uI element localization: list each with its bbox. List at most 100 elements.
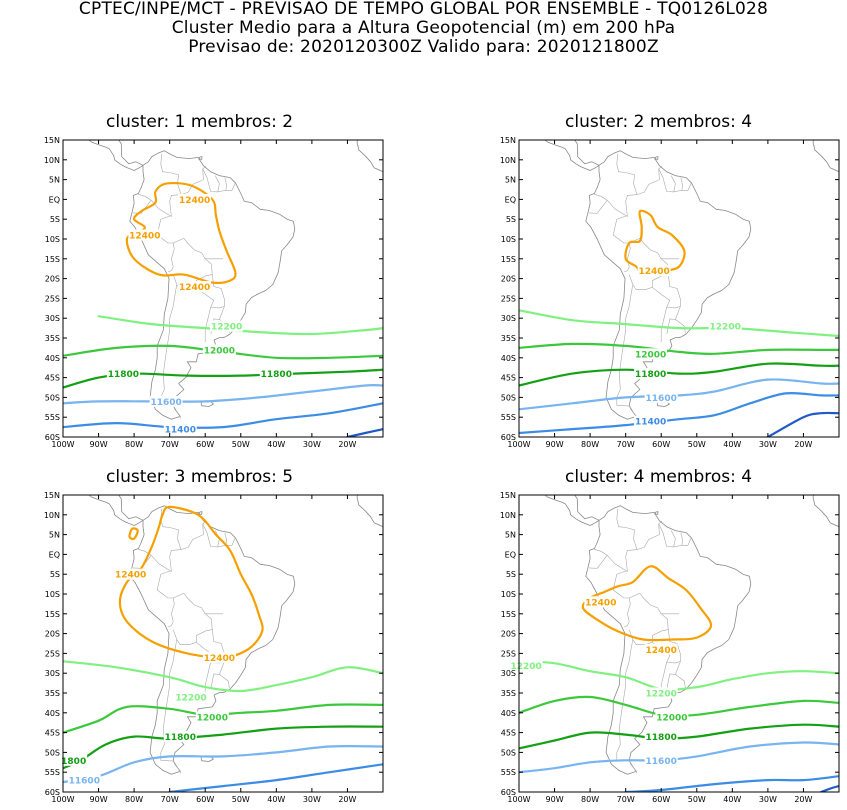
lon-label: 40W	[267, 795, 285, 804]
contour-label: 12400	[646, 646, 677, 656]
lat-label: 50S	[45, 748, 60, 757]
contour-label-background	[644, 687, 678, 699]
contour-12200	[63, 660, 383, 693]
country-border	[675, 319, 686, 333]
lon-label: 70W	[161, 440, 179, 449]
lat-label: 40S	[501, 709, 516, 718]
lat-label: 20S	[501, 275, 516, 284]
country-border	[681, 538, 692, 546]
panel-2-title: cluster: 2 membros: 4	[565, 112, 753, 132]
lon-label: 60W	[196, 440, 214, 449]
lat-label: 5S	[506, 215, 516, 224]
country-border	[612, 215, 631, 273]
contour-label-background	[644, 643, 678, 655]
lat-label: 30S	[501, 669, 516, 678]
contour-label-background	[60, 754, 88, 766]
lat-label: 10S	[45, 590, 60, 599]
central-america-coastline	[118, 495, 144, 521]
contour-11400	[624, 775, 839, 792]
central-america-coastline	[118, 140, 144, 166]
country-border	[658, 523, 683, 548]
lat-label: 20S	[45, 275, 60, 284]
contour-11400	[519, 392, 839, 435]
map-frame	[62, 494, 384, 793]
lon-label: 50W	[232, 440, 250, 449]
country-border	[156, 570, 175, 628]
contour-label: 11600	[150, 398, 181, 408]
country-border	[670, 175, 676, 192]
country-border	[174, 762, 182, 774]
central-america-coastline	[88, 495, 144, 526]
country-border	[594, 194, 638, 217]
lon-label: 50W	[688, 440, 706, 449]
contour-11400	[63, 402, 383, 429]
country-border	[160, 153, 207, 195]
lon-label: 70W	[617, 440, 635, 449]
lat-label: 55S	[45, 768, 60, 777]
lon-label: 80W	[581, 440, 599, 449]
contour-12400	[125, 181, 237, 285]
lon-label: 80W	[125, 795, 143, 804]
map-geography	[88, 495, 383, 775]
country-border	[156, 215, 175, 273]
lat-label: 50S	[501, 393, 516, 402]
contour-11600	[63, 744, 383, 784]
caribbean-island	[198, 511, 203, 515]
lat-label: 35S	[501, 334, 516, 343]
country-border	[219, 674, 230, 688]
contour-label-background	[106, 368, 140, 380]
contour-12200	[519, 660, 839, 691]
cape-verde-islands	[789, 495, 791, 496]
contour-11600	[519, 741, 839, 774]
contour-label-background	[149, 395, 183, 407]
contour-label-background	[644, 391, 678, 403]
lat-label: 10S	[45, 235, 60, 244]
lon-label: 40W	[267, 440, 285, 449]
south-america-coastline	[585, 150, 752, 420]
contour-11800	[519, 362, 839, 387]
lat-label: 40S	[501, 354, 516, 363]
contour-label: 12200	[211, 323, 242, 333]
lat-label: 30S	[45, 669, 60, 678]
contour-label: 12400	[638, 267, 669, 277]
contour-label: 11400	[165, 426, 196, 436]
lon-label: 70W	[161, 795, 179, 804]
lat-label: 35S	[45, 334, 60, 343]
contour-12400	[581, 565, 713, 642]
contour-12200	[519, 309, 839, 338]
lat-label: 30S	[45, 314, 60, 323]
contour-label-background	[509, 659, 543, 671]
country-border	[225, 538, 236, 546]
country-border	[670, 530, 676, 547]
panel-2-map: 12400 12200 12000 11800 11600 11400 15N 10N 5N EQ…	[500, 136, 840, 449]
contour-12000	[519, 342, 839, 355]
lat-label: 45S	[45, 729, 60, 738]
contour-label-background	[163, 731, 197, 743]
contour-11400	[168, 763, 383, 792]
country-border	[214, 175, 220, 192]
geopotential-contours	[519, 565, 839, 792]
map-geography	[544, 495, 839, 775]
country-border	[225, 183, 236, 191]
lon-label: 60W	[652, 440, 670, 449]
contour-label: 12000	[204, 346, 235, 356]
contour-11800	[519, 723, 839, 750]
lat-label: EQ	[505, 195, 516, 204]
central-america-coastline	[574, 140, 600, 166]
lat-label: 40S	[45, 709, 60, 718]
contour-label: 12400	[115, 571, 146, 581]
lat-label: 20S	[501, 630, 516, 639]
panel-4-map: 12200 12400 12400 12200 12000 11800 11600 15N 10…	[500, 491, 840, 804]
contour-11800	[63, 368, 383, 389]
lat-label: 5S	[506, 570, 516, 579]
country-border	[174, 407, 182, 419]
country-border	[612, 570, 631, 628]
country-border	[658, 168, 683, 193]
contour-12400	[624, 209, 686, 276]
lat-label: 15S	[45, 255, 60, 264]
country-border	[616, 153, 663, 195]
lat-label: 15S	[501, 610, 516, 619]
lat-label: 25S	[501, 294, 516, 303]
country-border	[681, 183, 692, 191]
